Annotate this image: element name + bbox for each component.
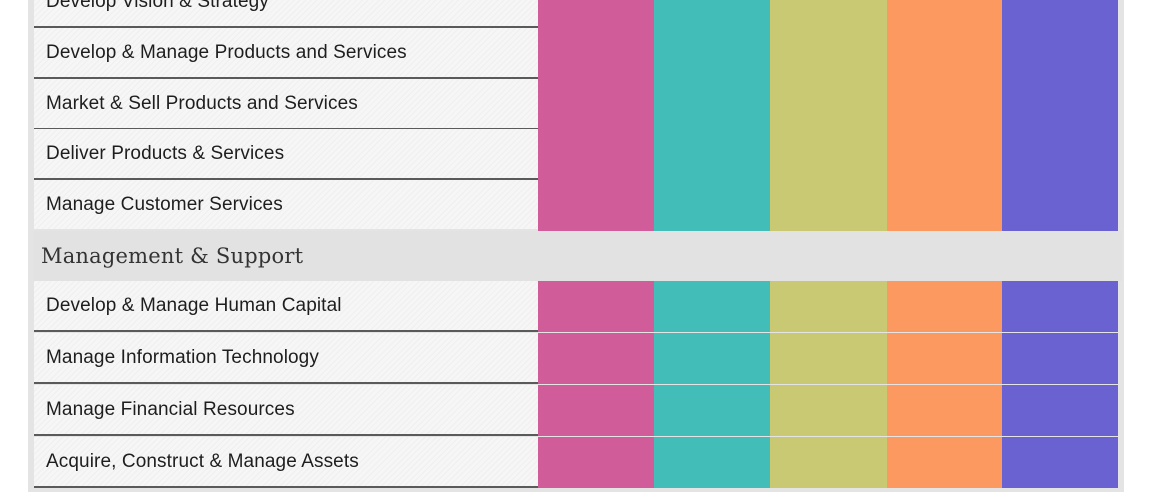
color-cell-2 bbox=[654, 28, 770, 79]
color-cell-2 bbox=[654, 129, 770, 180]
color-cell-1 bbox=[538, 180, 654, 231]
color-cell-4 bbox=[887, 129, 1002, 180]
process-row: Manage Information Technology bbox=[34, 333, 1118, 384]
color-cell-1 bbox=[538, 281, 654, 332]
color-cell-3 bbox=[770, 0, 887, 28]
color-cell-3 bbox=[770, 385, 887, 436]
color-cell-5 bbox=[1002, 79, 1118, 130]
process-label-cell: Manage Information Technology bbox=[34, 333, 538, 382]
color-cell-1 bbox=[538, 129, 654, 180]
color-cell-5 bbox=[1002, 28, 1118, 79]
color-cell-1 bbox=[538, 79, 654, 130]
process-row: Manage Financial Resources bbox=[34, 385, 1118, 436]
color-cell-4 bbox=[887, 385, 1002, 436]
color-cell-4 bbox=[887, 79, 1002, 130]
color-cell-2 bbox=[654, 333, 770, 384]
process-label: Manage Information Technology bbox=[46, 346, 319, 368]
process-label: Market & Sell Products and Services bbox=[46, 92, 358, 114]
color-cell-1 bbox=[538, 333, 654, 384]
section-title: Management & Support bbox=[41, 244, 304, 268]
color-cell-2 bbox=[654, 437, 770, 488]
color-cell-4 bbox=[887, 28, 1002, 79]
section-header: Management & Support bbox=[34, 231, 1122, 281]
process-row: Develop & Manage Products and Services bbox=[34, 28, 1118, 79]
color-cell-5 bbox=[1002, 385, 1118, 436]
color-cell-3 bbox=[770, 28, 887, 79]
process-row: Develop Vision & Strategy bbox=[34, 0, 1118, 28]
process-label-cell: Manage Financial Resources bbox=[34, 385, 538, 434]
color-cell-5 bbox=[1002, 180, 1118, 231]
color-cell-5 bbox=[1002, 333, 1118, 384]
process-label-cell: Deliver Products & Services bbox=[34, 129, 538, 178]
color-cell-3 bbox=[770, 129, 887, 180]
color-cell-3 bbox=[770, 79, 887, 130]
color-cell-5 bbox=[1002, 129, 1118, 180]
process-label: Manage Financial Resources bbox=[46, 398, 295, 420]
process-label: Acquire, Construct & Manage Assets bbox=[46, 450, 359, 472]
color-cell-2 bbox=[654, 385, 770, 436]
color-cell-2 bbox=[654, 281, 770, 332]
process-row: Deliver Products & Services bbox=[34, 129, 1118, 180]
color-cell-4 bbox=[887, 0, 1002, 28]
color-cell-1 bbox=[538, 28, 654, 79]
process-row: Acquire, Construct & Manage Assets bbox=[34, 437, 1118, 488]
process-row: Market & Sell Products and Services bbox=[34, 79, 1118, 130]
color-cell-2 bbox=[654, 180, 770, 231]
color-cell-3 bbox=[770, 281, 887, 332]
process-label: Manage Customer Services bbox=[46, 193, 283, 215]
color-cell-3 bbox=[770, 333, 887, 384]
color-cell-1 bbox=[538, 385, 654, 436]
color-cell-4 bbox=[887, 437, 1002, 488]
color-cell-3 bbox=[770, 180, 887, 231]
process-label-cell: Develop & Manage Human Capital bbox=[34, 281, 538, 330]
color-cell-5 bbox=[1002, 281, 1118, 332]
process-label-cell: Market & Sell Products and Services bbox=[34, 79, 538, 128]
color-cell-5 bbox=[1002, 0, 1118, 28]
process-label-cell: Develop Vision & Strategy bbox=[34, 0, 538, 26]
color-cell-2 bbox=[654, 79, 770, 130]
color-cell-5 bbox=[1002, 437, 1118, 488]
process-label-cell: Acquire, Construct & Manage Assets bbox=[34, 437, 538, 486]
color-cell-1 bbox=[538, 0, 654, 28]
process-label: Develop & Manage Products and Services bbox=[46, 41, 407, 63]
process-label: Develop Vision & Strategy bbox=[46, 0, 269, 12]
process-row: Develop & Manage Human Capital bbox=[34, 281, 1118, 332]
process-label-cell: Manage Customer Services bbox=[34, 180, 538, 229]
color-cell-1 bbox=[538, 437, 654, 488]
color-cell-3 bbox=[770, 437, 887, 488]
process-row: Manage Customer Services bbox=[34, 180, 1118, 231]
process-label: Deliver Products & Services bbox=[46, 142, 285, 164]
color-cell-4 bbox=[887, 333, 1002, 384]
color-cell-4 bbox=[887, 281, 1002, 332]
color-cell-4 bbox=[887, 180, 1002, 231]
process-label-cell: Develop & Manage Products and Services bbox=[34, 28, 538, 77]
color-cell-2 bbox=[654, 0, 770, 28]
process-label: Develop & Manage Human Capital bbox=[46, 294, 342, 316]
